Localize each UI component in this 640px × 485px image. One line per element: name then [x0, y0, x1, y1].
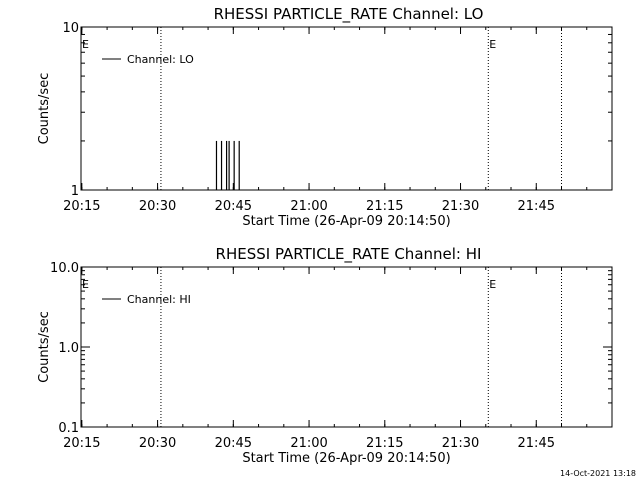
chart-1-legend-label: Channel: HI: [127, 293, 191, 306]
chart-1-x-axis-label: Start Time (26-Apr-09 20:14:50): [242, 451, 450, 466]
chart-0-x-tick-label: 21:00: [290, 199, 327, 214]
chart-0-x-tick-label: 20:15: [63, 199, 100, 214]
chart-0-legend-label: Channel: LO: [127, 53, 194, 66]
chart-1-x-tick-label: 21:00: [290, 436, 327, 451]
chart-0-x-tick-label: 21:45: [518, 199, 555, 214]
chart-0-x-tick-label: 21:15: [366, 199, 403, 214]
chart-0-title: RHESSI PARTICLE_RATE Channel: LO: [214, 5, 484, 24]
chart-0-y-tick-label: 1: [71, 184, 79, 199]
chart-1-x-tick-label: 20:45: [215, 436, 252, 451]
chart-0-y-axis-label: Counts/sec: [37, 73, 52, 145]
chart-0-x-axis-label: Start Time (26-Apr-09 20:14:50): [242, 214, 450, 229]
chart-1-event-marker: E: [82, 278, 89, 291]
chart-0-event-marker: E: [82, 38, 89, 51]
chart-0-x-tick-label: 21:30: [442, 199, 479, 214]
chart-1-y-tick-label: 0.1: [58, 421, 79, 436]
chart-1-x-tick-label: 20:30: [139, 436, 176, 451]
chart-1-x-tick-label: 21:45: [518, 436, 555, 451]
chart-1-x-tick-label: 21:15: [366, 436, 403, 451]
chart-0-group: [80, 26, 613, 191]
chart-0-y-tick-label: 10: [62, 21, 79, 36]
chart-1-y-tick-label: 1.0: [58, 341, 79, 356]
chart-1-y-tick-label: 10.0: [50, 261, 79, 276]
chart-1-title: RHESSI PARTICLE_RATE Channel: HI: [216, 245, 482, 264]
chart-0-event-marker: E: [489, 38, 496, 51]
chart-1-y-axis-label: Counts/sec: [37, 311, 52, 383]
chart-1-x-tick-label: 21:30: [442, 436, 479, 451]
chart-1-x-tick-label: 20:15: [63, 436, 100, 451]
chart-1-group: [80, 266, 613, 428]
footer-timestamp: 14-Oct-2021 13:18: [560, 469, 636, 478]
chart-0-x-tick-label: 20:30: [139, 199, 176, 214]
chart-0-plot-frame: [80, 26, 613, 191]
chart-0-x-tick-label: 20:45: [215, 199, 252, 214]
chart-1-event-marker: E: [489, 278, 496, 291]
